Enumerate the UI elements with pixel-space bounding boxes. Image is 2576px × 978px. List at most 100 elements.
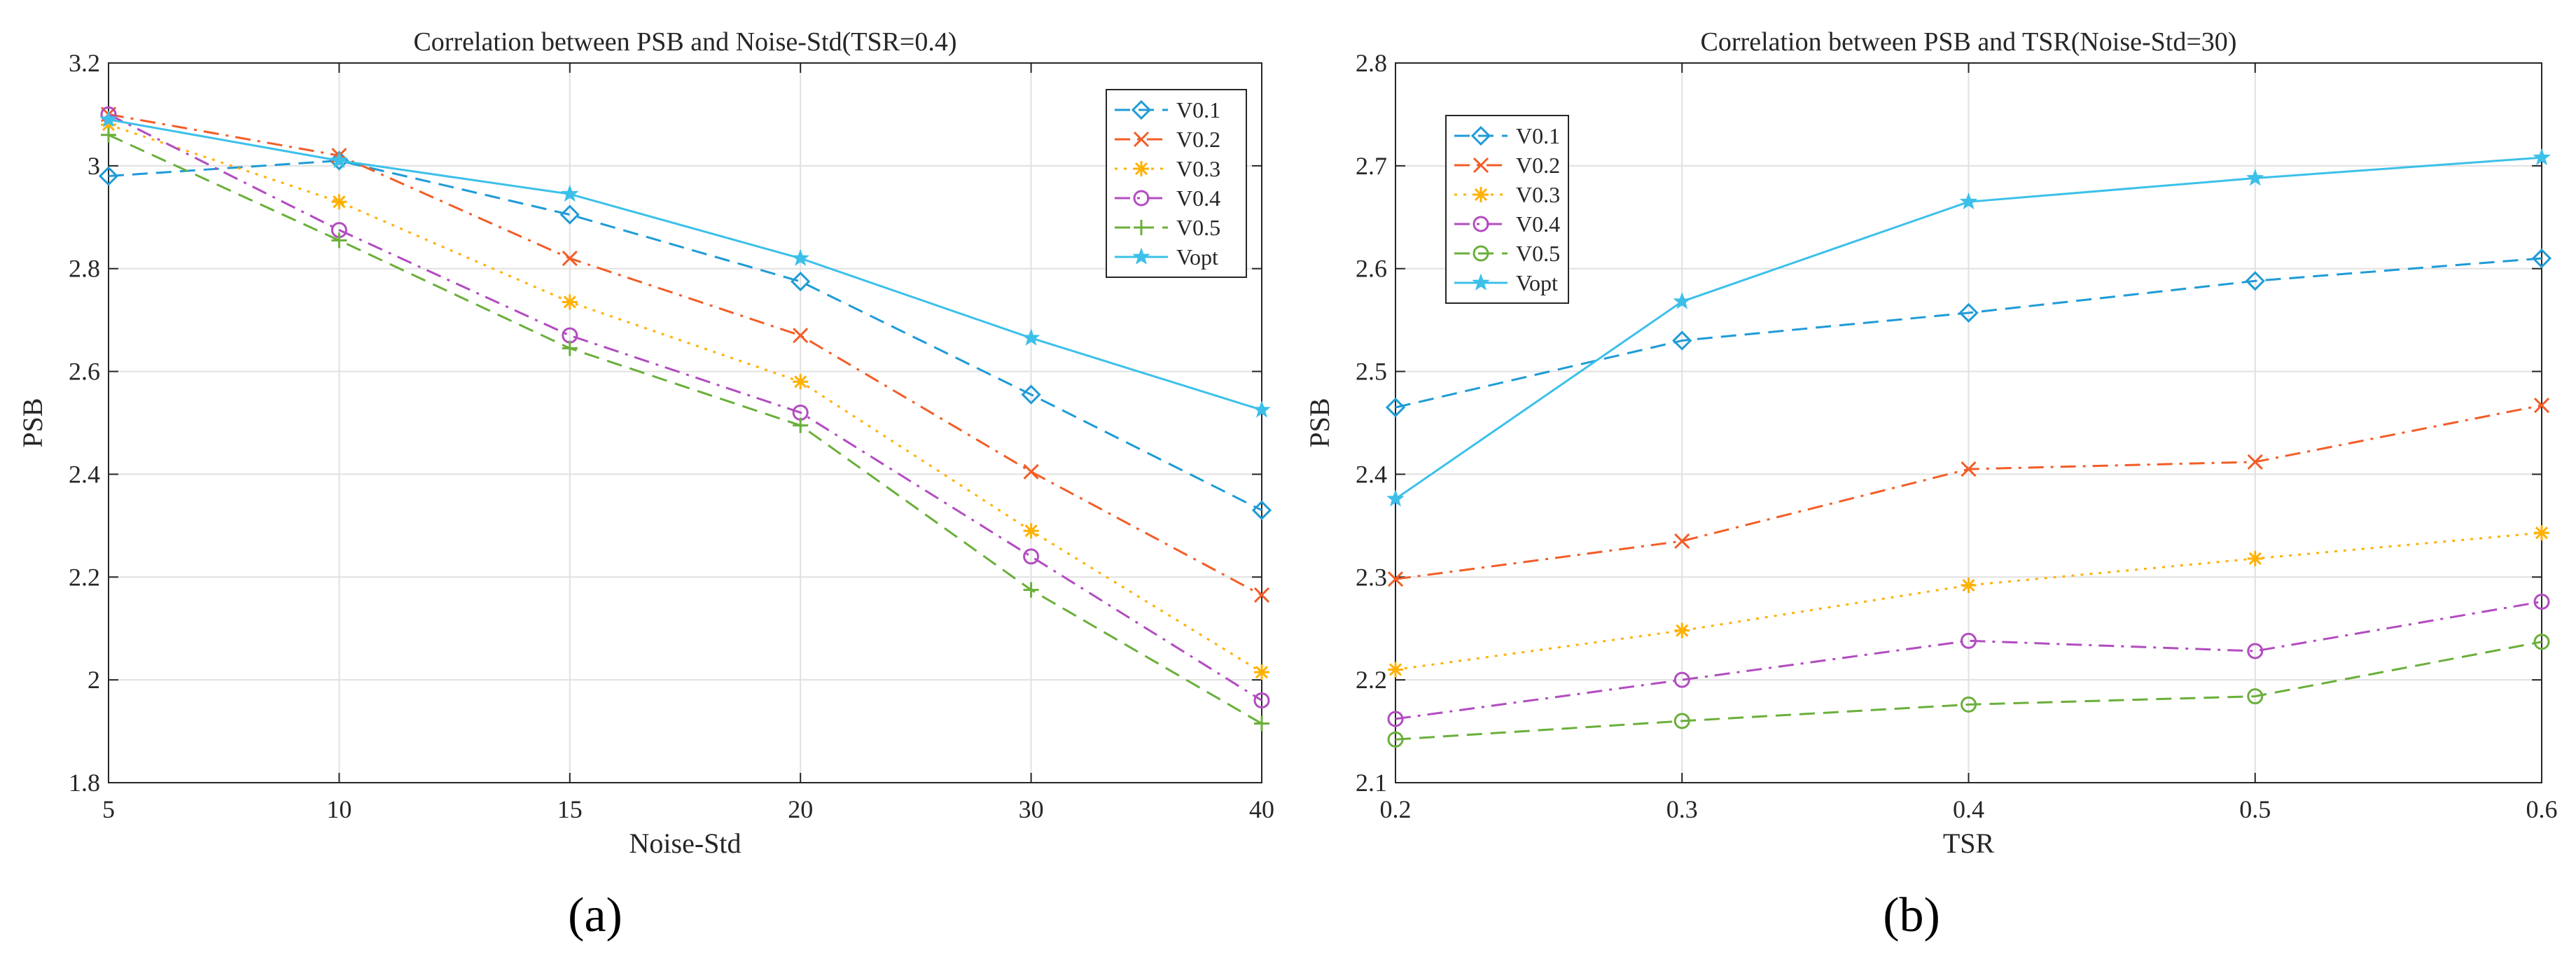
data-point-v0-3 [101, 117, 116, 133]
legend: V0.1 V0.2 V0.3 V0.4 V0.5 Vopt [1106, 89, 1247, 278]
legend-label-v0-2: V0.2 [1516, 153, 1560, 178]
data-point-v0-2 [562, 250, 578, 267]
series-line-v0-2 [108, 113, 1262, 596]
data-point-v0-5 [2533, 634, 2550, 650]
legend-label-v0-4: V0.4 [1516, 211, 1560, 237]
data-point-v0-2 [1961, 461, 1977, 477]
data-point-v0-5 [1254, 715, 1269, 732]
legend-label-vopt: Vopt [1516, 270, 1558, 295]
chart-title: Correlation between PSB and TSR(Noise-St… [1701, 27, 2237, 57]
legend-marker-v0-5 [1473, 245, 1489, 262]
legend-marker-v0-4 [1473, 216, 1489, 232]
y-tick-label: 2.1 [1356, 769, 1387, 797]
y-tick-label: 1.8 [69, 769, 100, 797]
series-line-v0-5 [1395, 641, 2542, 741]
data-point-v0-1 [98, 166, 119, 186]
data-point-v0-4 [1961, 632, 1977, 649]
data-point-v0-5 [793, 417, 809, 433]
y-tick-label: 2 [88, 666, 100, 694]
data-point-v0-3 [1388, 662, 1403, 678]
series-vopt [1386, 148, 2551, 507]
data-point-v0-5 [1023, 582, 1039, 598]
x-tick-label: 5 [102, 795, 115, 823]
y-tick-label: 2.8 [69, 255, 100, 283]
data-point-v0-3 [1023, 523, 1039, 539]
data-point-v0-4 [2247, 643, 2264, 659]
x-tick-label: 0.5 [2239, 795, 2271, 823]
data-point-v0-5 [1387, 731, 1404, 748]
data-point-v0-4 [1253, 692, 1270, 709]
series-line-v0-3 [1395, 531, 2542, 671]
x-tick-label: 40 [1249, 795, 1274, 823]
y-tick-label: 2.2 [1356, 666, 1387, 694]
x-tick-label: 20 [788, 795, 813, 823]
x-tick-label: 0.3 [1666, 795, 1698, 823]
data-point-vopt [99, 110, 118, 127]
y-axis-label: PSB [1304, 398, 1335, 447]
y-tick-label: 2.3 [1356, 563, 1387, 591]
series-v0-2 [1387, 397, 2550, 587]
y-tick-label: 2.5 [1356, 358, 1387, 386]
y-tick-label: 2.8 [1356, 49, 1387, 77]
y-tick-label: 2.4 [1356, 460, 1387, 488]
caption-b: (b) [1883, 888, 1940, 942]
series-vopt [99, 110, 1271, 418]
data-point-v0-5 [2247, 688, 2264, 705]
caption-a: (a) [568, 888, 622, 942]
series-v0-5 [1387, 634, 2550, 748]
y-tick-label: 3 [88, 152, 100, 180]
data-point-v0-1 [1021, 384, 1041, 405]
legend-marker-v0-2 [1133, 131, 1150, 148]
legend: V0.1 V0.2 V0.3 V0.4 V0.5 Vopt [1445, 115, 1569, 304]
data-point-vopt [1386, 489, 1405, 507]
y-tick-label: 2.7 [1356, 152, 1387, 180]
data-point-v0-2 [2247, 454, 2263, 470]
data-point-vopt [1673, 292, 1692, 309]
data-point-v0-2 [793, 328, 809, 344]
series-line-v0-1 [108, 159, 1262, 512]
data-point-v0-1 [1251, 500, 1272, 520]
legend-label-v0-1: V0.1 [1516, 123, 1560, 148]
legend-marker-v0-5 [1134, 220, 1149, 235]
data-point-v0-4 [2533, 594, 2550, 610]
series-v0-1 [1385, 248, 2552, 418]
chart-b: 2.1 2.2 2.3 2.4 2.5 2.6 2.7 2.8 0.2 0.3 0.4 0.5 0.6 C… [1304, 27, 2558, 859]
chart-a: 1.8 2 2.2 2.4 2.6 2.8 3 3.2 5 10 15 20 30 40 Correlati… [17, 27, 1274, 859]
data-point-v0-1 [1672, 330, 1692, 351]
data-point-vopt [791, 249, 809, 266]
data-point-v0-2 [1387, 571, 1404, 587]
data-point-v0-3 [1961, 578, 1977, 594]
data-point-v0-4 [1023, 548, 1040, 565]
legend-marker-v0-3 [1473, 187, 1489, 202]
data-point-v0-5 [331, 232, 347, 249]
y-tick-label: 3.2 [69, 49, 100, 77]
legend-label-v0-3: V0.3 [1516, 182, 1560, 207]
legend-marker-v0-3 [1134, 161, 1149, 176]
data-point-vopt [1253, 400, 1271, 418]
series-v0-3 [101, 117, 1269, 680]
y-tick-label: 2.4 [69, 460, 100, 488]
legend-marker-v0-1 [1131, 99, 1152, 120]
y-tick-label: 2.6 [1356, 255, 1387, 283]
chart-title: Correlation between PSB and Noise-Std(TS… [413, 27, 956, 57]
data-point-v0-4 [1387, 711, 1404, 727]
data-point-v0-4 [1673, 671, 1690, 688]
data-point-v0-1 [791, 271, 811, 292]
x-tick-label: 0.6 [2526, 795, 2558, 823]
x-tick-label: 30 [1019, 795, 1044, 823]
data-point-v0-2 [2533, 397, 2550, 414]
data-point-v0-1 [1385, 397, 1406, 418]
data-point-vopt [2246, 169, 2264, 186]
legend-marker-v0-2 [1473, 157, 1489, 174]
legend-box [1106, 89, 1247, 278]
data-point-vopt [2533, 148, 2551, 165]
data-point-v0-5 [1673, 713, 1690, 729]
data-point-vopt [330, 151, 349, 169]
data-point-v0-1 [559, 204, 580, 225]
y-tick-label: 2.2 [69, 563, 100, 591]
legend-marker-v0-4 [1133, 190, 1150, 207]
legend-box [1445, 115, 1569, 304]
legend-label-vopt: Vopt [1176, 244, 1218, 270]
x-axis-label: TSR [1943, 827, 1995, 859]
data-point-v0-2 [1674, 533, 1690, 549]
